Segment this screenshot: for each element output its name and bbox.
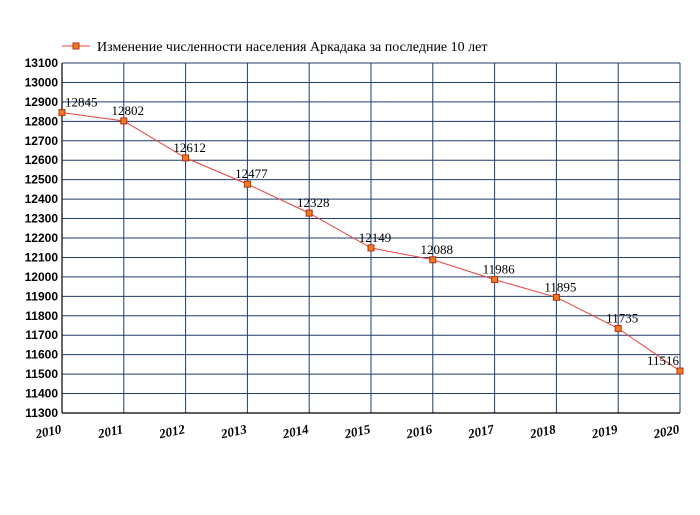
data-label: 12612	[173, 140, 206, 155]
x-tick-label: 2014	[280, 421, 310, 441]
data-point-marker	[676, 367, 684, 375]
data-point-marker	[305, 209, 313, 217]
data-point-marker	[491, 276, 499, 284]
x-tick-label: 2018	[527, 421, 557, 441]
data-label: 12802	[112, 103, 145, 118]
data-label: 12845	[65, 95, 98, 110]
data-label: 11895	[544, 279, 576, 294]
data-labels: 12845 12802 12612 12477 12328 12149 12088 11986…	[65, 95, 679, 368]
legend-label: Изменение численности населения Аркадака…	[97, 40, 487, 55]
data-point-marker	[367, 244, 375, 252]
data-point-marker	[552, 293, 560, 301]
axes	[61, 63, 680, 414]
x-tick-label: 2015	[342, 421, 372, 441]
data-label: 11516	[647, 353, 680, 368]
y-tick-label: 11700	[25, 328, 58, 342]
y-tick-label: 12000	[25, 270, 59, 284]
x-tick-label: 2016	[404, 421, 434, 441]
y-tick-label: 13100	[25, 56, 59, 70]
x-tick-label: 2013	[218, 421, 248, 441]
x-tick-label: 2020	[651, 421, 681, 441]
y-tick-label: 12600	[25, 153, 59, 167]
y-tick-label: 11500	[25, 367, 58, 381]
y-tick-label: 12700	[25, 134, 59, 148]
y-tick-label: 11900	[25, 289, 58, 303]
data-point-marker	[58, 109, 66, 117]
data-label: 12088	[421, 242, 454, 257]
y-tick-label: 13000	[25, 75, 59, 89]
y-tick-label: 11300	[25, 406, 58, 420]
y-axis-ticks: 13100 13000 12900 12800 12700 12600 12500 12400…	[25, 56, 59, 420]
y-tick-label: 12900	[25, 95, 59, 109]
data-label: 11986	[483, 262, 516, 277]
data-point-marker	[243, 180, 251, 188]
data-label: 11735	[606, 310, 638, 325]
legend: Изменение численности населения Аркадака…	[62, 40, 487, 55]
series-markers	[58, 109, 684, 375]
y-tick-label: 12500	[25, 173, 59, 187]
y-tick-label: 12200	[25, 231, 59, 245]
x-axis-ticks: 2010 2011 2012 2013 2014 2015 2016 2017 2018 2019…	[33, 421, 681, 441]
data-label: 12477	[235, 166, 268, 181]
y-tick-label: 12400	[25, 192, 59, 206]
data-point-marker	[429, 256, 437, 264]
data-label: 12328	[297, 195, 330, 210]
grid	[61, 62, 681, 414]
x-tick-label: 2019	[589, 421, 619, 441]
y-tick-label: 12100	[25, 250, 59, 264]
y-tick-label: 11800	[25, 309, 58, 323]
y-tick-label: 12800	[25, 114, 59, 128]
y-tick-label: 12300	[25, 212, 59, 226]
data-label: 12149	[359, 230, 392, 245]
y-tick-label: 11600	[25, 348, 58, 362]
data-point-marker	[120, 117, 128, 125]
data-point-marker	[614, 324, 622, 332]
legend-marker-swatch	[72, 42, 80, 50]
y-tick-label: 11400	[25, 387, 58, 401]
x-tick-label: 2011	[96, 421, 125, 441]
x-tick-label: 2010	[33, 421, 63, 441]
x-tick-label: 2012	[157, 421, 187, 441]
data-point-marker	[182, 154, 190, 162]
x-tick-label: 2017	[466, 421, 496, 441]
